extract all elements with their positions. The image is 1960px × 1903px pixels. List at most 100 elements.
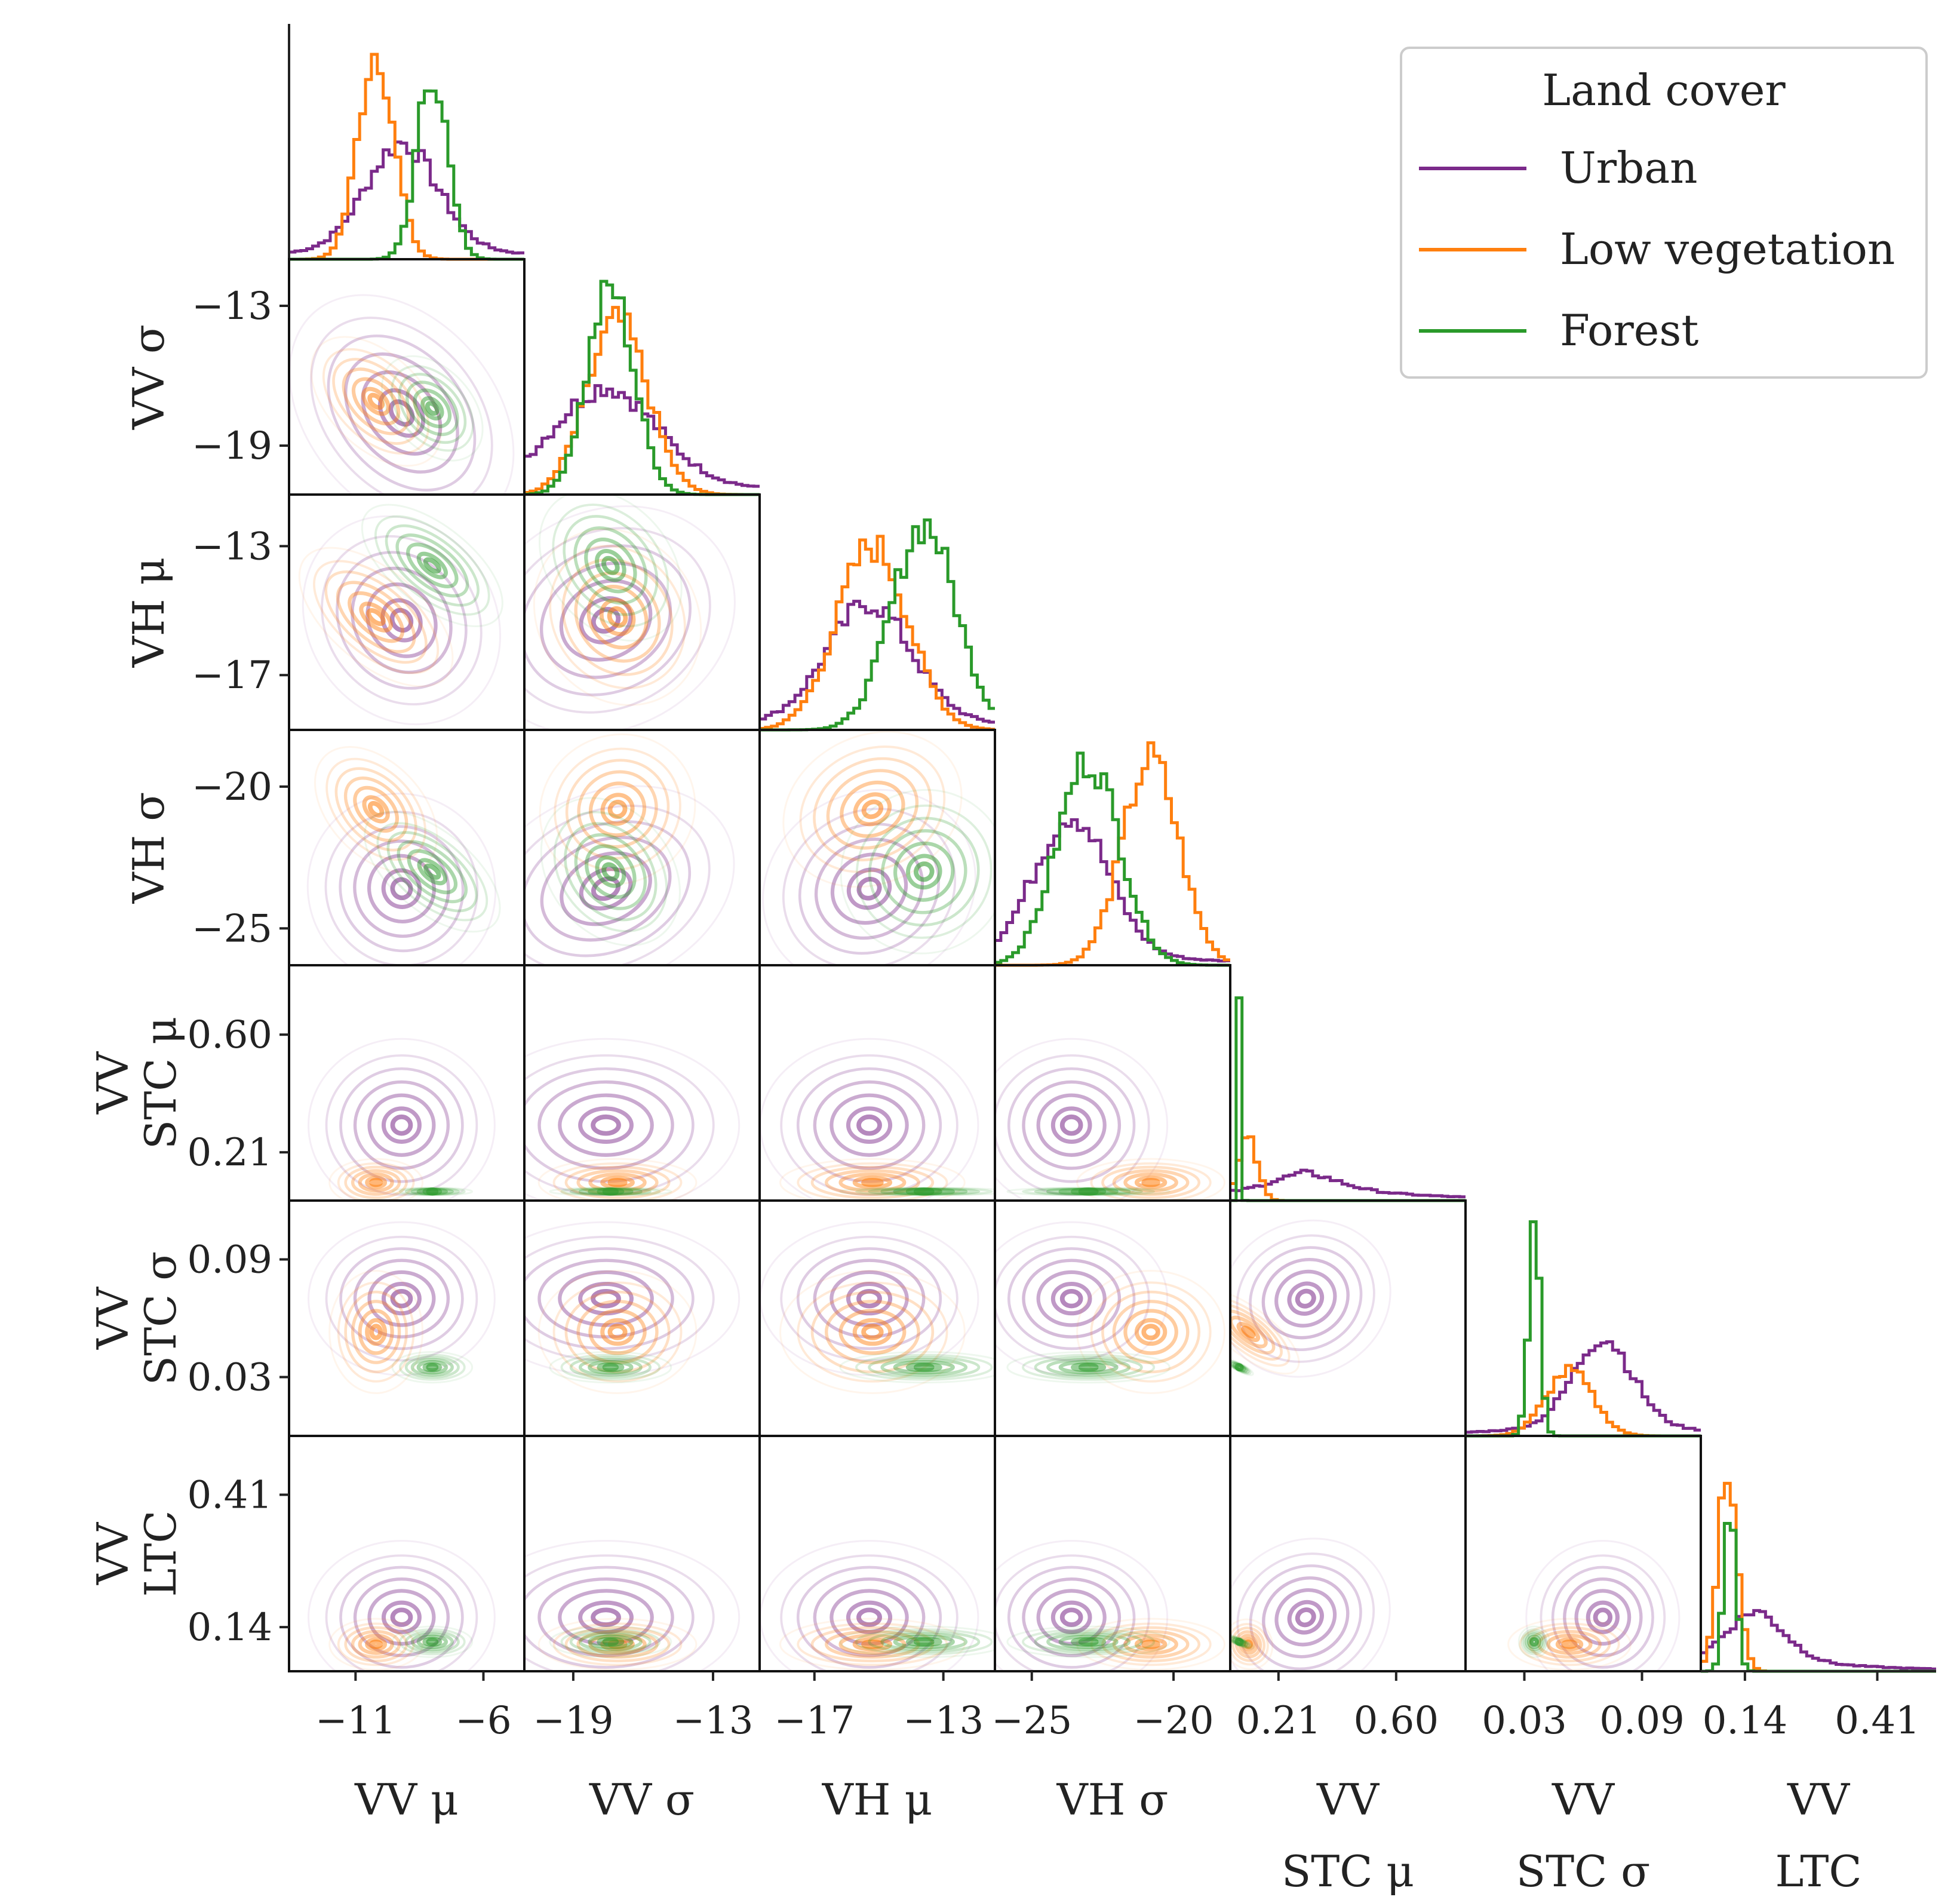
contour-urban xyxy=(780,1235,959,1362)
contour-forest xyxy=(406,542,459,589)
contour-low-vegetation xyxy=(1112,1300,1190,1364)
contour-urban xyxy=(353,1080,450,1170)
contour-panel-vh_sigma-vs-vv_mu xyxy=(288,729,526,966)
contour-forest xyxy=(584,538,637,594)
contour-low-vegetation xyxy=(607,1178,628,1187)
contour-low-vegetation xyxy=(324,570,428,664)
contour-low-vegetation xyxy=(607,1324,628,1340)
contour-low-vegetation xyxy=(310,336,442,467)
contour-urban xyxy=(302,515,502,726)
contour-low-vegetation xyxy=(358,1172,394,1193)
contour-urban xyxy=(540,836,672,942)
contour-low-vegetation xyxy=(367,800,385,818)
contour-urban xyxy=(524,1067,695,1183)
x-tick-label-vv_stc_mu-0: 0.21 xyxy=(1236,1699,1322,1743)
legend-label-forest: Forest xyxy=(1560,305,1698,355)
contour-low-vegetation xyxy=(1076,1158,1225,1201)
contour-forest xyxy=(391,1350,474,1384)
contour-urban xyxy=(524,1566,695,1669)
contour-low-vegetation xyxy=(358,1633,394,1655)
contour-low-vegetation xyxy=(1112,1169,1190,1196)
hist-forest-vv_stc_sigma xyxy=(1466,1220,1701,1438)
contour-urban xyxy=(365,582,438,658)
contour-urban xyxy=(390,1607,413,1627)
contour-low-vegetation xyxy=(600,793,635,826)
panels-layer xyxy=(288,24,1936,1673)
x-axis-label-vh_mu-0: VH μ xyxy=(822,1775,932,1825)
contour-urban xyxy=(1295,1607,1316,1628)
contour-forest xyxy=(1046,1632,1131,1652)
contour-urban xyxy=(591,876,621,901)
contour-forest xyxy=(407,849,458,895)
contour-low-vegetation xyxy=(779,1158,966,1201)
contour-urban xyxy=(524,1540,741,1671)
contour-urban xyxy=(324,811,479,965)
legend: Land cover Urban Low vegetation Forest xyxy=(1400,47,1928,379)
contour-low-vegetation xyxy=(797,1622,948,1666)
hist-urban-vv_stc_sigma xyxy=(1466,1340,1701,1434)
contour-low-vegetation xyxy=(1230,1623,1269,1666)
x-tick-label-vv_mu-1: −6 xyxy=(455,1699,511,1743)
contour-urban xyxy=(308,1540,496,1671)
contour-forest xyxy=(1078,1637,1099,1646)
contour-forest xyxy=(588,1360,634,1375)
legend-label-urban: Urban xyxy=(1560,143,1697,193)
contour-forest xyxy=(1006,1350,1171,1384)
contour-low-vegetation xyxy=(328,1617,424,1671)
contour-low-vegetation xyxy=(1230,1289,1300,1375)
contour-urban xyxy=(390,1114,413,1136)
contour-forest xyxy=(549,1625,672,1658)
contour-low-vegetation xyxy=(1141,1178,1160,1187)
contour-urban xyxy=(1007,1566,1136,1669)
contour-low-vegetation xyxy=(365,1318,388,1346)
x-axis-label-vh_sigma-0: VH σ xyxy=(1056,1775,1169,1825)
contour-forest xyxy=(361,504,503,627)
contour-low-vegetation xyxy=(1123,1633,1178,1655)
contour-forest xyxy=(416,1360,448,1375)
contour-urban xyxy=(1274,1588,1337,1647)
contour-forest xyxy=(426,1187,439,1196)
contour-low-vegetation xyxy=(574,571,661,663)
contour-forest xyxy=(839,1625,995,1658)
contour-forest xyxy=(563,515,659,616)
contour-urban xyxy=(537,1577,674,1658)
contour-urban xyxy=(361,370,443,456)
contour-forest xyxy=(893,841,955,902)
contour-forest xyxy=(1006,1625,1171,1658)
contour-urban xyxy=(353,1259,450,1339)
contour-low-vegetation xyxy=(334,767,417,852)
contour-low-vegetation xyxy=(561,558,674,676)
contour-low-vegetation xyxy=(564,1290,671,1374)
contour-low-vegetation xyxy=(861,799,884,819)
contour-low-vegetation xyxy=(838,1633,907,1655)
contour-low-vegetation xyxy=(362,795,390,824)
contour-low-vegetation xyxy=(552,1281,683,1383)
contour-forest xyxy=(538,495,683,642)
contour-forest xyxy=(893,1634,955,1649)
contour-forest xyxy=(390,365,474,452)
contour-low-vegetation xyxy=(328,1158,424,1201)
contour-urban xyxy=(1551,1566,1654,1669)
contour-forest xyxy=(1530,1637,1538,1646)
hist-forest-vv_stc_mu xyxy=(1230,996,1466,1202)
contour-panel-vv_stc_mu-vs-vh_mu xyxy=(758,964,996,1202)
contour-urban xyxy=(537,1080,674,1170)
contour-forest xyxy=(1022,1353,1156,1381)
contour-urban xyxy=(796,1566,942,1669)
y-tick-label-vv_sigma-0: −19 xyxy=(192,424,272,468)
contour-low-vegetation xyxy=(852,1318,893,1346)
contour-low-vegetation xyxy=(539,733,696,885)
contour-panel-vv_stc_mu-vs-vv_sigma xyxy=(523,964,761,1202)
y-tick-label-vv_stc_mu-1: 0.60 xyxy=(188,1013,273,1057)
contour-low-vegetation xyxy=(825,1169,920,1196)
contour-urban xyxy=(1022,1577,1122,1658)
contour-urban xyxy=(1274,1269,1337,1328)
contour-urban xyxy=(1287,1281,1325,1316)
contour-low-vegetation xyxy=(351,1629,401,1659)
contour-urban xyxy=(336,551,468,690)
contour-urban xyxy=(995,1235,1150,1362)
y-tick-label-vv_ltc-0: 0.14 xyxy=(188,1606,273,1650)
y-tick-label-vh_mu-0: −17 xyxy=(192,653,272,698)
contour-forest xyxy=(595,855,626,888)
contour-forest xyxy=(1526,1634,1541,1649)
